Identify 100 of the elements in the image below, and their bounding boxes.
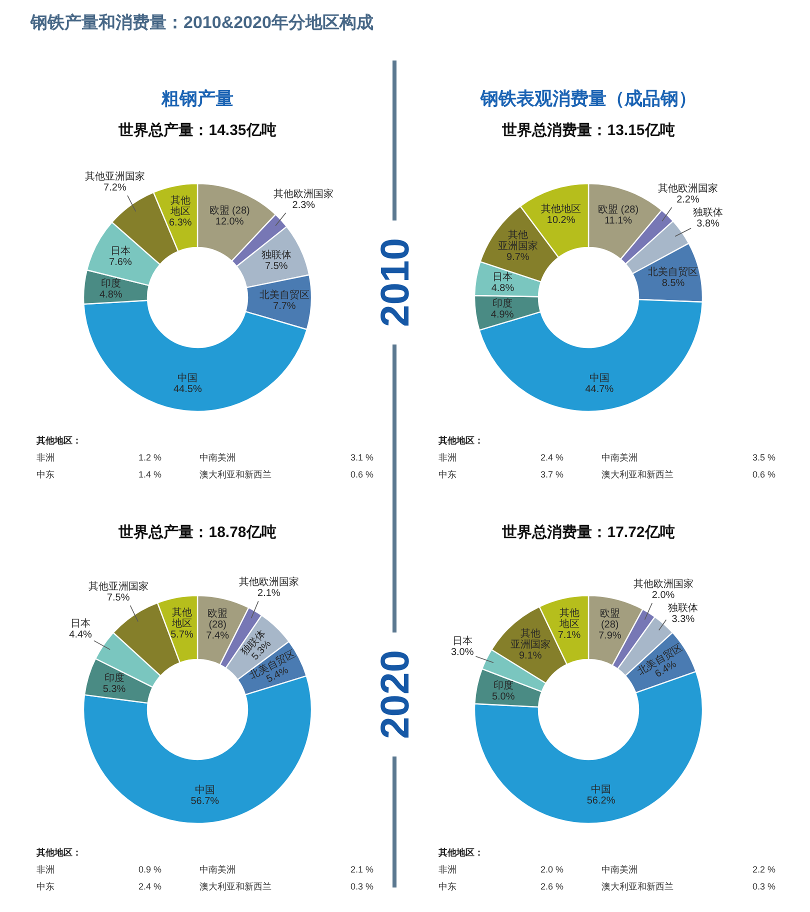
data-label: 8.5% <box>662 278 685 289</box>
data-label: 5.3% <box>102 684 126 696</box>
slice-label: 其他欧洲国家 <box>238 576 299 588</box>
slice-label: 中国 <box>589 372 610 384</box>
data-label: 3.3% <box>672 614 695 625</box>
slice-label: 印度 <box>493 680 514 692</box>
text: 中东 <box>36 882 54 892</box>
text: 中南美洲 <box>200 864 236 874</box>
text: 2.0 % <box>540 864 564 874</box>
slice-label: 欧盟 (28) <box>598 204 639 216</box>
text: 3.1 % <box>350 452 374 462</box>
data-label: 2.2% <box>676 194 700 206</box>
slice-label: 日本 <box>110 245 130 258</box>
data-label: 56.2% <box>586 796 616 807</box>
text: 2.2 % <box>752 864 776 874</box>
text: 其他地区： <box>438 436 484 446</box>
data-label: 44.5% <box>173 384 202 395</box>
text: 1.4 % <box>138 470 162 480</box>
slice-label: 日本 <box>70 617 91 630</box>
text: 1.2 % <box>138 452 162 462</box>
data-label: 3.8% <box>696 218 720 230</box>
slice-label: 其他欧洲国家 <box>633 578 694 590</box>
slice-label: 中国 <box>194 784 215 796</box>
slice-label: 独联体 <box>668 602 698 614</box>
text: 3.5 % <box>752 452 776 462</box>
text: 非洲 <box>36 864 54 874</box>
text: 0.9 % <box>138 864 162 874</box>
text: 其他地区： <box>36 436 82 446</box>
text: 中东 <box>36 470 54 480</box>
text: 其他地区： <box>36 848 82 858</box>
text: 中南美洲 <box>200 452 236 462</box>
slice-label: 日本 <box>492 270 513 283</box>
slice-label: 其他欧洲国家 <box>658 182 718 194</box>
data-label: 3.0% <box>450 647 474 658</box>
data-label: 7.5% <box>106 592 130 604</box>
text: 0.3 % <box>350 882 374 892</box>
slice-label: 欧盟 (28) <box>600 608 620 631</box>
text: 3.7 % <box>540 470 564 480</box>
data-label: 44.7% <box>585 384 614 395</box>
data-label: 56.7% <box>190 796 220 808</box>
text: 0.3 % <box>752 882 776 892</box>
slice-label: 欧盟 (28) <box>209 204 250 217</box>
text: 非洲 <box>36 452 54 462</box>
text: 其他地区： <box>438 848 484 858</box>
text: 2.1 % <box>350 864 374 874</box>
data-label: 4.8% <box>99 289 122 300</box>
data-label: 7.2% <box>104 182 126 194</box>
slice-label: 其他欧洲国家 <box>274 188 334 200</box>
slice-label: 其他亚洲国家 <box>510 627 550 650</box>
text: 2.4 % <box>540 452 564 462</box>
slice-label: 其他亚洲国家 <box>84 170 145 183</box>
slice-label: 印度 <box>492 297 512 310</box>
chart-subtitle: 世界总产量：14.35亿吨 <box>118 122 276 139</box>
data-label: 7.5% <box>264 260 288 272</box>
data-label: 9.7% <box>506 252 530 264</box>
slice-label: 日本 <box>452 635 472 648</box>
text: 澳大利亚和新西兰 <box>200 882 272 892</box>
slice-label: 其他亚洲国家 <box>88 580 148 592</box>
text: 2.4 % <box>138 882 162 892</box>
data-label: 7.6% <box>109 257 132 268</box>
data-label: 7.9% <box>598 630 622 642</box>
data-label: 9.1% <box>518 650 542 662</box>
text: 2020 <box>374 650 418 739</box>
text: 非洲 <box>438 452 456 462</box>
slice-label: 中国 <box>591 784 612 796</box>
text: 中东 <box>438 470 456 480</box>
text: 钢铁产量和消费量：2010&2020年分地区构成 <box>30 13 374 32</box>
slice-label: 独联体 <box>261 248 292 261</box>
slice-label: 其他地区 <box>170 606 192 630</box>
slice-label: 北美自贸区 <box>648 266 698 278</box>
text: 澳大利亚和新西兰 <box>602 882 674 892</box>
text: 澳大利亚和新西兰 <box>602 470 674 480</box>
chart-subtitle: 世界总消费量：13.15亿吨 <box>501 122 675 139</box>
chart-subtitle: 世界总产量：18.78亿吨 <box>118 524 276 541</box>
slice-label: 其他亚洲国家 <box>498 229 538 252</box>
data-label: 4.4% <box>69 629 92 640</box>
text: 非洲 <box>438 864 456 874</box>
slice-label: 独联体 <box>693 206 724 218</box>
data-label: 7.4% <box>206 630 230 642</box>
chart-title: 钢铁表观消费量（成品钢） <box>480 88 696 108</box>
text: 中东 <box>438 882 456 892</box>
data-label: 7.1% <box>558 630 581 642</box>
data-label: 4.9% <box>490 309 514 320</box>
slice-label: 其他地区 <box>169 194 190 218</box>
slice-label: 中国 <box>178 372 198 384</box>
text: 2.6 % <box>540 882 564 892</box>
text: 0.6 % <box>350 470 374 480</box>
data-label: 10.2% <box>546 214 576 226</box>
chart-subtitle: 世界总消费量：17.72亿吨 <box>501 524 675 541</box>
slice-label: 其他地区 <box>558 607 580 630</box>
data-label: 5.7% <box>170 629 194 640</box>
data-label: 12.0% <box>215 216 244 228</box>
data-label: 4.8% <box>491 282 514 294</box>
slice-label: 其他地区 <box>541 202 582 215</box>
data-label: 7.7% <box>273 301 296 312</box>
chart-title: 粗钢产量 <box>160 88 234 108</box>
slice-label: 北美自贸区 <box>259 289 310 302</box>
slice-label: 欧盟 (28) <box>208 607 228 630</box>
data-label: 6.3% <box>168 218 192 229</box>
text: 中南美洲 <box>602 864 638 874</box>
